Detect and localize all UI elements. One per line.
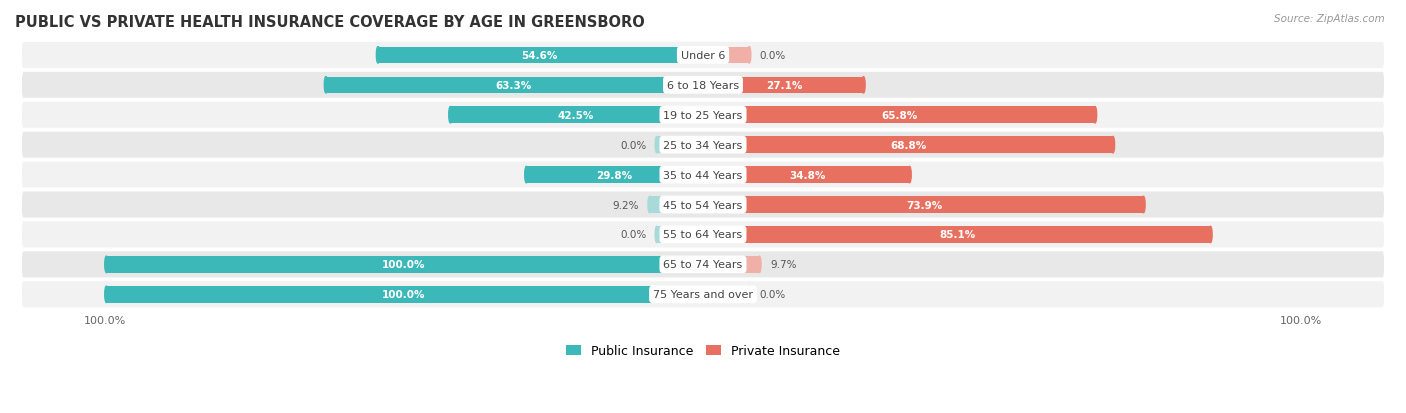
Bar: [703, 167, 704, 183]
Bar: [702, 227, 703, 243]
Bar: [703, 256, 704, 273]
Bar: [450, 107, 703, 123]
Bar: [703, 286, 749, 303]
Text: 75 Years and over: 75 Years and over: [652, 290, 754, 299]
Bar: [702, 167, 703, 183]
Text: 65 to 74 Years: 65 to 74 Years: [664, 260, 742, 270]
Text: 34.8%: 34.8%: [789, 170, 825, 180]
Circle shape: [655, 227, 658, 243]
Circle shape: [655, 137, 658, 154]
Bar: [107, 256, 703, 273]
Bar: [378, 47, 703, 64]
Circle shape: [758, 256, 761, 273]
Circle shape: [104, 286, 108, 303]
Bar: [703, 227, 1211, 243]
Text: Under 6: Under 6: [681, 51, 725, 61]
Bar: [657, 227, 703, 243]
Bar: [703, 47, 704, 64]
Circle shape: [1209, 227, 1212, 243]
Legend: Public Insurance, Private Insurance: Public Insurance, Private Insurance: [561, 339, 845, 363]
Circle shape: [325, 77, 328, 94]
Text: 68.8%: 68.8%: [890, 140, 927, 150]
FancyBboxPatch shape: [21, 251, 1385, 279]
FancyBboxPatch shape: [21, 161, 1385, 189]
Circle shape: [1142, 197, 1144, 213]
Bar: [703, 286, 704, 303]
Bar: [702, 47, 703, 64]
Text: 100.0%: 100.0%: [382, 290, 426, 299]
Circle shape: [377, 47, 380, 64]
Circle shape: [1094, 107, 1097, 123]
Bar: [326, 77, 703, 94]
Text: 9.7%: 9.7%: [770, 260, 797, 270]
Circle shape: [449, 107, 453, 123]
Bar: [703, 137, 704, 154]
Bar: [703, 77, 863, 94]
Text: 0.0%: 0.0%: [620, 140, 647, 150]
Bar: [703, 227, 704, 243]
Text: 25 to 34 Years: 25 to 34 Years: [664, 140, 742, 150]
Text: 19 to 25 Years: 19 to 25 Years: [664, 110, 742, 121]
Circle shape: [748, 286, 751, 303]
Bar: [526, 167, 703, 183]
Bar: [702, 137, 703, 154]
Text: PUBLIC VS PRIVATE HEALTH INSURANCE COVERAGE BY AGE IN GREENSBORO: PUBLIC VS PRIVATE HEALTH INSURANCE COVER…: [15, 15, 645, 30]
Text: 73.9%: 73.9%: [905, 200, 942, 210]
Bar: [703, 197, 704, 213]
Text: 42.5%: 42.5%: [558, 110, 595, 121]
Bar: [657, 137, 703, 154]
FancyBboxPatch shape: [21, 280, 1385, 309]
Text: 0.0%: 0.0%: [759, 51, 786, 61]
Bar: [703, 107, 1095, 123]
Bar: [703, 197, 1143, 213]
Circle shape: [648, 197, 651, 213]
Text: 85.1%: 85.1%: [939, 230, 976, 240]
Bar: [702, 77, 703, 94]
Text: 9.2%: 9.2%: [613, 200, 638, 210]
Circle shape: [104, 256, 108, 273]
Text: 55 to 64 Years: 55 to 64 Years: [664, 230, 742, 240]
Bar: [703, 256, 759, 273]
Circle shape: [1111, 137, 1115, 154]
Bar: [703, 167, 910, 183]
Text: 100.0%: 100.0%: [382, 260, 426, 270]
Text: Source: ZipAtlas.com: Source: ZipAtlas.com: [1274, 14, 1385, 24]
Text: 27.1%: 27.1%: [766, 81, 803, 90]
Bar: [703, 47, 749, 64]
Bar: [702, 197, 703, 213]
FancyBboxPatch shape: [21, 191, 1385, 219]
Bar: [107, 286, 703, 303]
Circle shape: [748, 47, 751, 64]
Text: 65.8%: 65.8%: [882, 110, 918, 121]
FancyBboxPatch shape: [21, 221, 1385, 249]
Bar: [650, 197, 703, 213]
FancyBboxPatch shape: [21, 71, 1385, 100]
Text: 63.3%: 63.3%: [495, 81, 531, 90]
Bar: [703, 137, 1114, 154]
Bar: [702, 286, 703, 303]
Circle shape: [862, 77, 865, 94]
Text: 0.0%: 0.0%: [620, 230, 647, 240]
FancyBboxPatch shape: [21, 102, 1385, 129]
Bar: [703, 107, 704, 123]
Bar: [702, 107, 703, 123]
FancyBboxPatch shape: [21, 42, 1385, 70]
Text: 35 to 44 Years: 35 to 44 Years: [664, 170, 742, 180]
Text: 54.6%: 54.6%: [522, 51, 558, 61]
FancyBboxPatch shape: [21, 131, 1385, 159]
Text: 6 to 18 Years: 6 to 18 Years: [666, 81, 740, 90]
Bar: [702, 256, 703, 273]
Circle shape: [908, 167, 911, 183]
Text: 0.0%: 0.0%: [759, 290, 786, 299]
Circle shape: [524, 167, 529, 183]
Text: 45 to 54 Years: 45 to 54 Years: [664, 200, 742, 210]
Text: 29.8%: 29.8%: [596, 170, 631, 180]
Bar: [703, 77, 704, 94]
